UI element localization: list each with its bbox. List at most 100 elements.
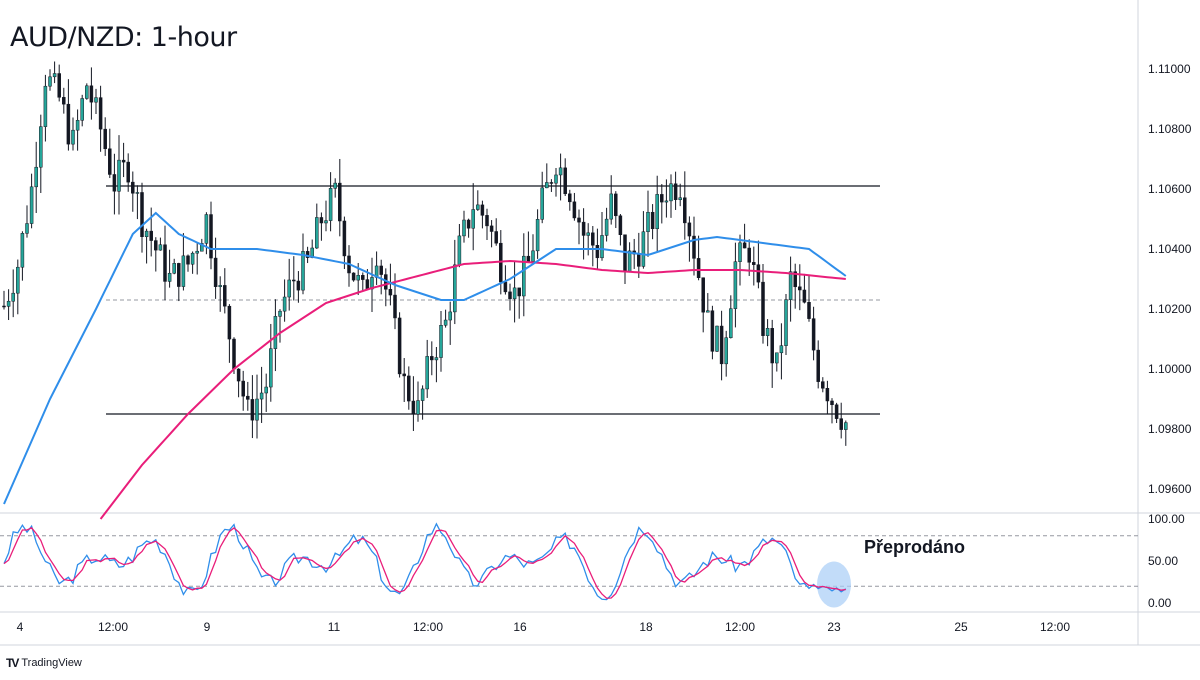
candle-body	[457, 235, 462, 266]
candle-body	[710, 310, 715, 352]
candle-body	[489, 225, 494, 232]
x-tick-label: 12:00	[1040, 620, 1070, 634]
candle-body	[131, 181, 135, 194]
candle-body	[342, 220, 347, 257]
candle-body	[52, 73, 57, 78]
candle-body	[641, 231, 646, 267]
candle-body	[324, 220, 328, 224]
candle-body	[618, 215, 623, 235]
tradingview-brand[interactable]: TV TradingView	[6, 656, 82, 670]
candle-body	[407, 375, 411, 402]
candle-body	[600, 235, 604, 259]
candle-body	[89, 85, 94, 103]
candle-body	[292, 279, 296, 282]
candle-body	[163, 244, 167, 282]
candle-body	[186, 255, 190, 265]
candle-body	[282, 296, 287, 312]
candle-body	[522, 255, 526, 297]
candle-body	[844, 422, 848, 430]
tradingview-logo-icon: TV	[6, 656, 19, 670]
x-tick-label: 18	[639, 620, 653, 634]
candle-body	[586, 232, 590, 236]
candle-body	[144, 230, 149, 237]
candle-body	[94, 97, 98, 103]
ma-fast-line	[3, 211, 847, 505]
candle-body	[591, 232, 595, 246]
candle-body	[269, 348, 273, 388]
candle-body	[439, 324, 443, 358]
candle-body	[471, 209, 475, 229]
candle-body	[135, 192, 140, 194]
candle-body	[678, 197, 682, 200]
candle-body	[11, 292, 15, 302]
osc-y-tick-label: 100.00	[1148, 512, 1185, 526]
candle-body	[816, 349, 820, 382]
candle-body	[793, 271, 797, 288]
candle-body	[177, 263, 181, 287]
candle-body	[236, 368, 241, 382]
candle-body	[729, 308, 733, 338]
candle-body	[2, 305, 6, 308]
candle-body	[664, 200, 669, 203]
candle-body	[241, 380, 245, 397]
candle-body	[834, 404, 839, 419]
candle-body	[535, 219, 540, 252]
candle-body	[802, 289, 807, 303]
candle-body	[715, 325, 719, 352]
candle-body	[356, 275, 360, 281]
candle-body	[807, 302, 811, 319]
candle-body	[568, 193, 572, 203]
candle-body	[181, 255, 186, 287]
candle-body	[756, 264, 761, 283]
candle-body	[453, 264, 457, 313]
candle-body	[259, 392, 264, 400]
x-tick-label: 12:00	[413, 620, 443, 634]
x-tick-label: 12:00	[725, 620, 755, 634]
candle-body	[158, 244, 163, 251]
candle-body	[623, 234, 627, 273]
candle-body	[213, 257, 218, 287]
stoch-k-line	[3, 522, 847, 601]
y-tick-label: 1.10400	[1148, 242, 1192, 256]
candle-body	[669, 183, 673, 202]
candle-body	[227, 305, 232, 340]
candle-body	[434, 357, 439, 361]
x-tick-label: 12:00	[98, 620, 128, 634]
candle-body	[264, 386, 268, 394]
candle-body	[411, 400, 416, 415]
candle-body	[752, 262, 756, 265]
candle-body	[549, 182, 554, 184]
candle-body	[738, 242, 742, 262]
candle-body	[149, 230, 153, 241]
candle-body	[770, 328, 774, 364]
candle-body	[232, 338, 236, 370]
candle-body	[485, 215, 489, 227]
candle-body	[627, 250, 632, 273]
candle-body	[742, 242, 747, 249]
candle-body	[517, 287, 521, 297]
candle-body	[655, 194, 659, 230]
candle-body	[172, 263, 176, 274]
y-tick-label: 1.09800	[1148, 422, 1192, 436]
candle-body	[480, 204, 485, 216]
candle-body	[154, 240, 158, 251]
candle-body	[402, 373, 406, 377]
candle-body	[692, 235, 696, 259]
candle-body	[604, 218, 609, 236]
candle-body	[821, 381, 825, 389]
candle-body	[365, 279, 370, 290]
candle-body	[660, 194, 664, 203]
candle-body	[16, 266, 20, 294]
candle-body	[167, 272, 172, 282]
y-tick-label: 1.11000	[1148, 62, 1191, 76]
osc-y-tick-label: 50.00	[1148, 554, 1178, 568]
candle-body	[788, 271, 793, 300]
candle-body	[462, 219, 466, 237]
candle-body	[761, 281, 765, 336]
candle-body	[328, 188, 333, 221]
candle-body	[195, 250, 199, 254]
candle-body	[839, 418, 843, 430]
candle-body	[811, 318, 816, 351]
candle-body	[29, 186, 34, 224]
